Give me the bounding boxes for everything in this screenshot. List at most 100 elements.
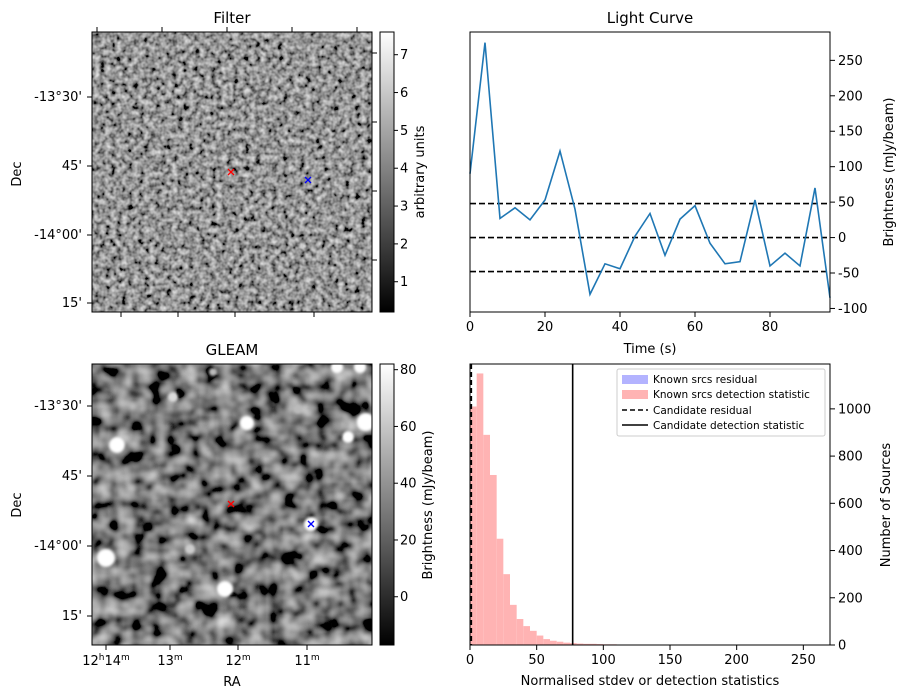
histogram-y-tick-label: 1000	[838, 402, 871, 417]
gleam-ylabel: Dec	[10, 492, 25, 517]
histogram-bar	[483, 434, 490, 645]
histogram-bar	[576, 643, 584, 645]
histogram-xlabel: Normalised stdev or detection statistics	[521, 674, 780, 689]
colorbar-tick-label: 80	[400, 363, 417, 378]
filter-panel: Filter -13°30' 45' -14°00' 15' Dec	[10, 9, 428, 317]
histogram-y-tick-label: 0	[838, 639, 846, 654]
filter-colorbar-label: arbitrary units	[413, 125, 428, 218]
colorbar-tick-label: 20	[400, 533, 417, 548]
histogram-bar	[536, 635, 544, 645]
histogram-bar	[563, 642, 570, 645]
gleam-dec-tick-label: -13°30'	[34, 399, 82, 414]
gleam-panel: GLEAM	[10, 341, 436, 690]
colorbar-tick-label: 0	[400, 590, 408, 605]
filter-dec-ticks	[87, 52, 377, 304]
gleam-dec-tick-label: 15'	[62, 609, 82, 624]
colorbar-tick-label: 40	[400, 477, 417, 492]
legend-label: Known srcs residual	[653, 374, 757, 386]
light-curve-panel: Light Curve 0 20 40 60 80 -100 -50 0 50 100 150 200…	[466, 9, 897, 357]
histogram-bar	[550, 640, 557, 645]
light-curve-y-tick-label: -100	[838, 302, 868, 317]
histogram-y-tick-label: 600	[838, 497, 863, 512]
histogram-bar	[490, 474, 497, 645]
colorbar-tick-label: 4	[400, 162, 408, 177]
colorbar-tick-label: 1	[400, 275, 408, 290]
histogram-bar	[543, 639, 550, 645]
histogram-bar	[516, 619, 524, 645]
histogram-y-tick-label: 800	[838, 450, 863, 465]
gleam-candidate-marker-red	[227, 500, 235, 508]
gleam-candidate-marker-blue	[307, 520, 315, 528]
histogram-bar	[530, 630, 537, 645]
light-curve-frame	[469, 31, 831, 313]
histogram-bar	[470, 406, 477, 645]
histogram-bar	[556, 641, 564, 645]
gleam-title: GLEAM	[206, 341, 259, 359]
filter-dec-tick-label: 15'	[62, 296, 82, 311]
gleam-xlabel: RA	[223, 675, 241, 690]
light-curve-xlabel: Time (s)	[623, 342, 677, 357]
histogram-bar	[523, 626, 530, 645]
colorbar-tick-label: 6	[400, 86, 408, 101]
filter-dec-tick-label: -14°00'	[34, 228, 82, 243]
gleam-ra-tick-label: 13m	[157, 653, 182, 669]
gleam-dec-tick-label: -14°00'	[34, 539, 82, 554]
histogram-x-tick-label: 50	[528, 653, 545, 668]
histogram-frame	[469, 363, 831, 646]
filter-ylabel: Dec	[10, 161, 25, 186]
legend-label: Known srcs detection statistic	[653, 389, 810, 401]
light-curve-x-tick-label: 0	[466, 320, 474, 335]
gleam-ra-tick-label: 12h14m	[82, 653, 130, 669]
gleam-ra-tick-label: 11m	[294, 653, 319, 669]
histogram-bar	[583, 643, 590, 645]
gleam-bright-sources	[97, 364, 372, 597]
filter-frame	[91, 31, 373, 313]
gleam-image	[92, 364, 372, 645]
legend-label: Candidate residual	[653, 405, 752, 417]
histogram-bar	[510, 604, 517, 645]
histogram-y-tick-label: 200	[838, 591, 863, 606]
light-curve-x-tick-label: 20	[537, 320, 554, 335]
colorbar-tick-label: 7	[400, 48, 408, 63]
histogram-x-tick-label: 100	[591, 653, 616, 668]
gleam-ticks	[87, 405, 308, 650]
filter-title: Filter	[213, 9, 251, 27]
light-curve-title: Light Curve	[607, 9, 693, 27]
histogram-panel: 0 50 100 150 200 250 0 200 400 600 800 1000 Normali…	[466, 363, 894, 689]
filter-colorbar-ticks: 1 2 3 4 5 6 7	[394, 48, 408, 290]
light-curve-y-tick-label: 50	[838, 196, 855, 211]
filter-dec-tick-label: 45'	[62, 159, 82, 174]
light-curve-ylabel: Brightness (mJy/beam)	[882, 98, 897, 247]
colorbar-tick-label: 3	[400, 200, 408, 215]
filter-image	[92, 32, 372, 312]
light-curve-y-tick-label: -50	[838, 267, 859, 282]
histogram-ylabel: Number of Sources	[879, 443, 894, 568]
histogram-bar	[496, 538, 504, 645]
colorbar-tick-label: 60	[400, 420, 417, 435]
gleam-colorbar-ticks: 0 20 40 60 80	[394, 363, 417, 605]
filter-candidate-marker-red	[227, 168, 235, 176]
light-curve-y-tick-label: 150	[838, 125, 863, 140]
gleam-colorbar	[379, 363, 395, 646]
filter-dec-tick-label: -13°30'	[34, 90, 82, 105]
gleam-colorbar-label: Brightness (mJy/beam)	[421, 431, 436, 580]
light-curve-plot: 0 20 40 60 80 -100 -50 0 50 100 150 200 250	[466, 42, 868, 335]
histogram-x-tick-label: 150	[658, 653, 683, 668]
filter-candidate-marker-blue	[304, 176, 312, 184]
legend-box	[616, 368, 826, 437]
light-curve-x-tick-label: 40	[612, 320, 629, 335]
histogram-x-tick-label: 250	[791, 653, 816, 668]
legend-swatch-detection	[622, 390, 648, 399]
colorbar-tick-label: 5	[400, 124, 408, 139]
gleam-ra-tick-label: 12m	[225, 653, 250, 669]
legend-swatch-residual	[622, 375, 648, 384]
light-curve-series-line	[469, 42, 831, 298]
histogram-legend: Known srcs residual Known srcs detection…	[616, 368, 826, 437]
gleam-frame	[91, 363, 373, 646]
histogram-y-tick-label: 400	[838, 544, 863, 559]
light-curve-y-tick-label: 250	[838, 54, 863, 69]
histogram-bar	[476, 373, 484, 645]
histogram-bar	[503, 574, 510, 645]
legend-label: Candidate detection statistic	[653, 420, 805, 432]
